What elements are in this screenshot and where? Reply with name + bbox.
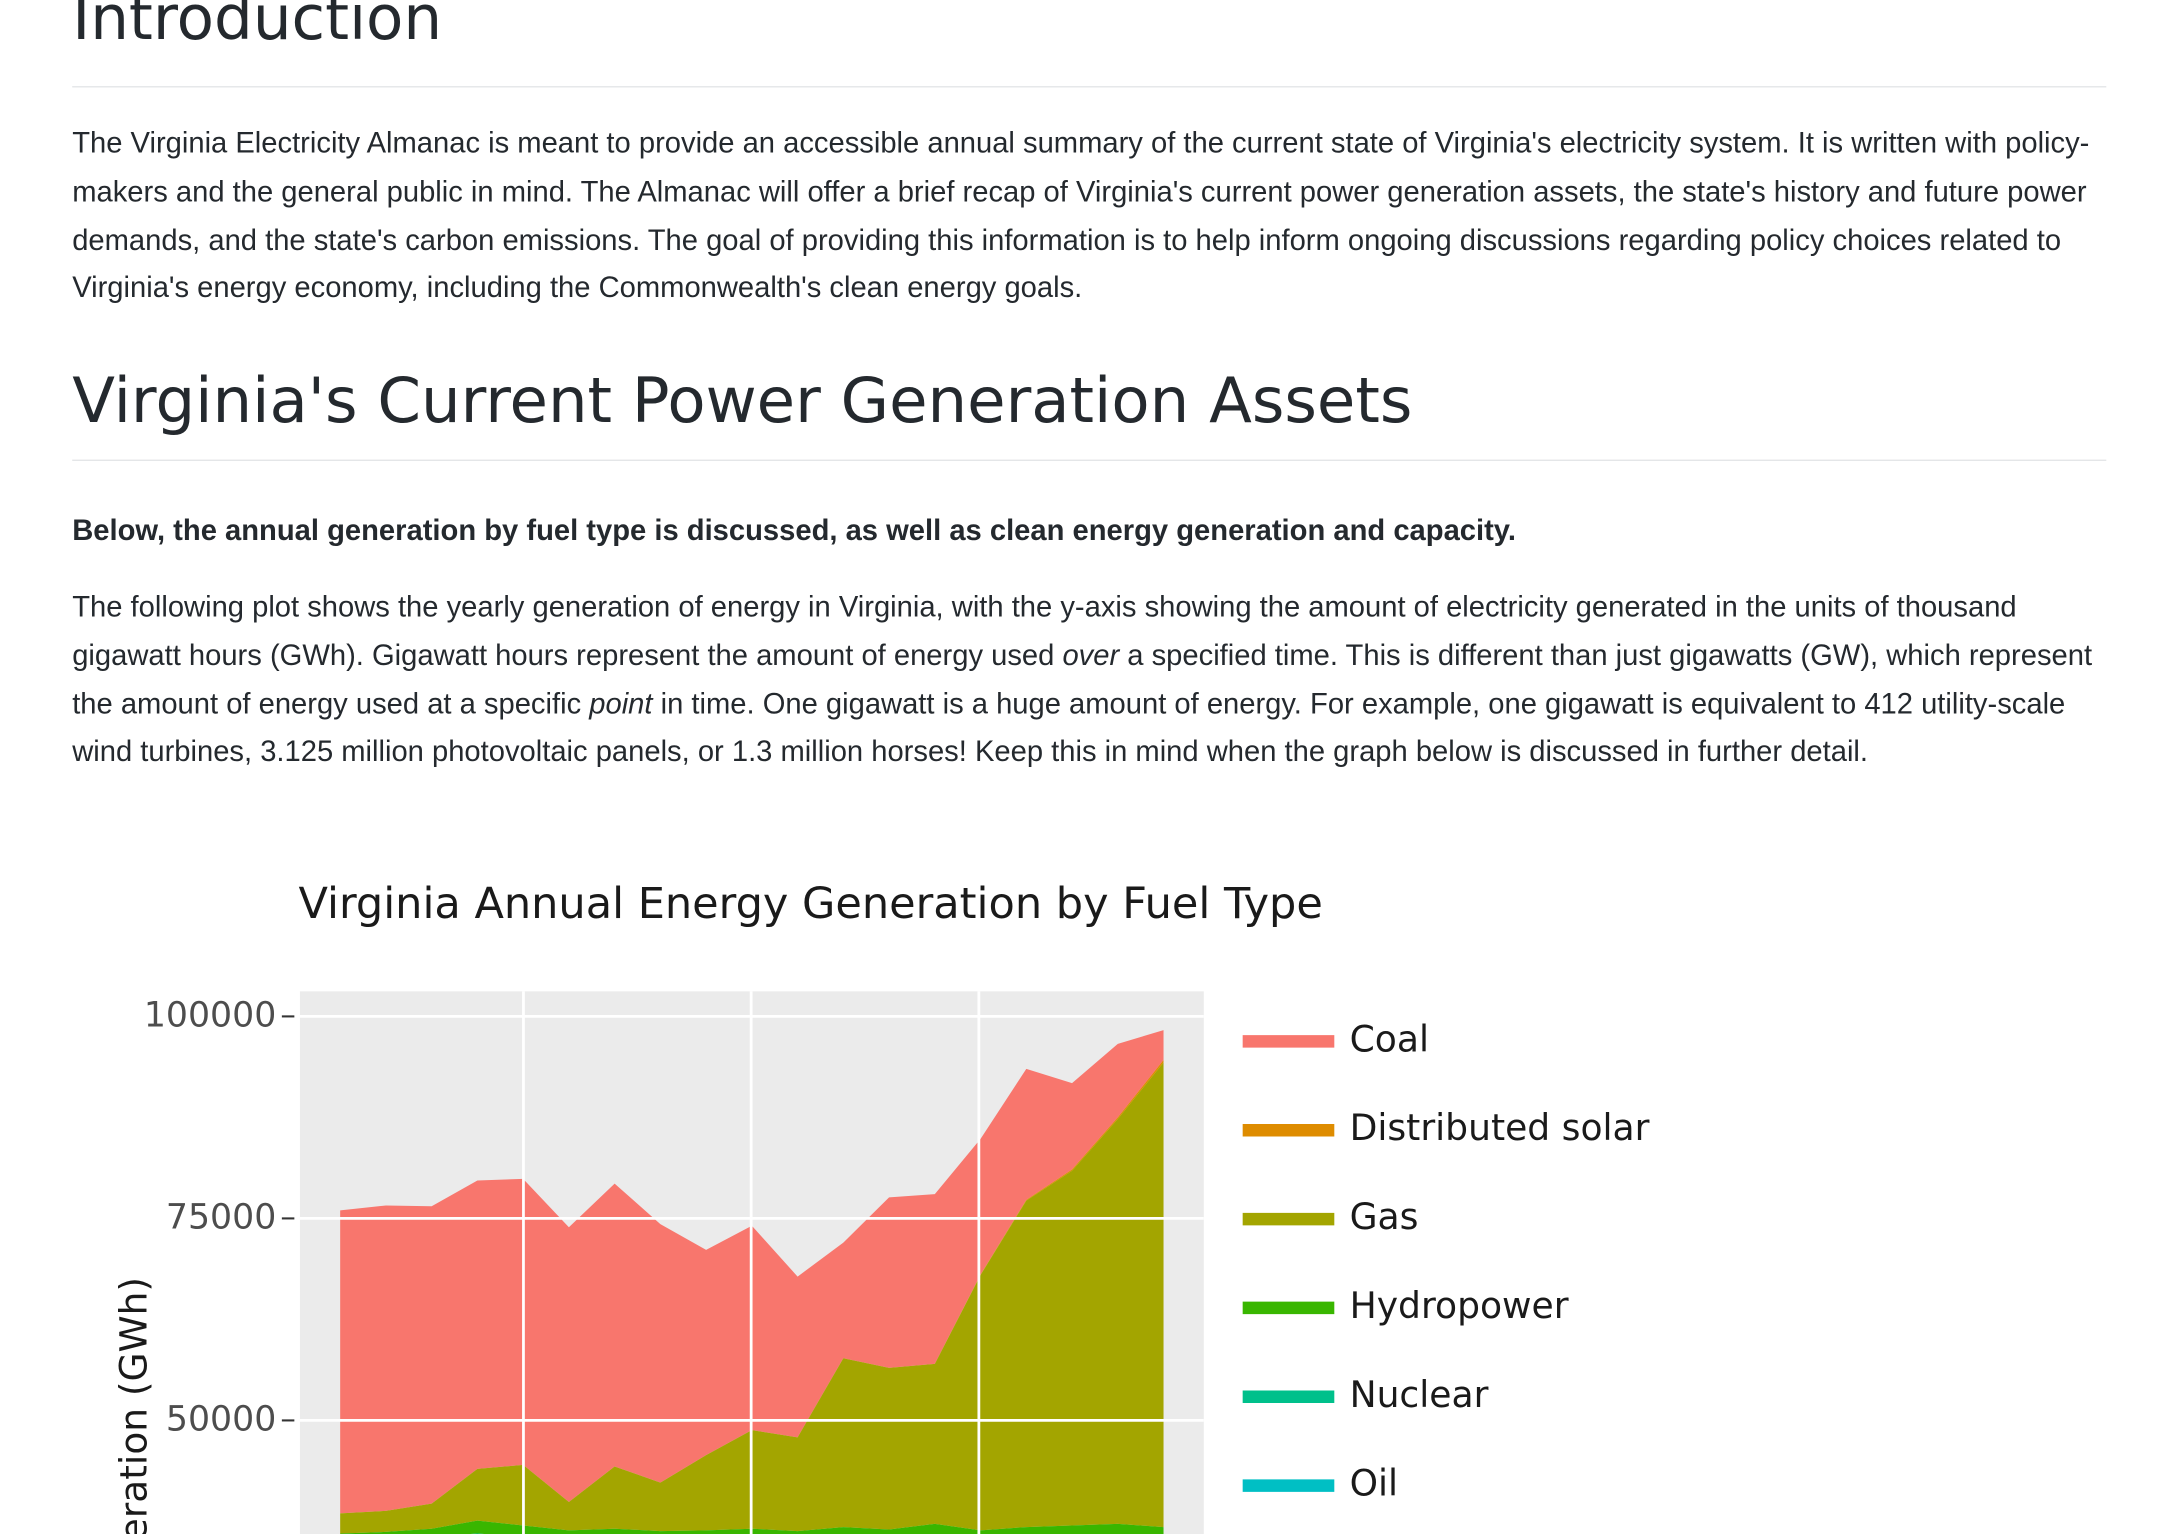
assets-lead: Below, the annual generation by fuel typ… [72, 515, 1516, 548]
text: The following plot shows the yearly gene… [72, 591, 2017, 672]
y-tick-label: 50000 [166, 1399, 276, 1439]
heading-rule [72, 459, 2107, 461]
area [340, 1062, 1164, 1534]
intro-paragraph: The Virginia Electricity Almanac is mean… [72, 127, 2090, 305]
legend-label: Coal [1350, 1018, 1429, 1060]
emphasis: point [589, 688, 653, 721]
assets-paragraph: The following plot shows the yearly gene… [72, 585, 2113, 778]
assets-heading: Virginia's Current Power Generation Asse… [72, 363, 1413, 438]
y-axis-label: eration (GWh) [112, 1277, 156, 1534]
text: in time. One gigawatt is a huge amount o… [72, 688, 2066, 769]
legend-label: Oil [1350, 1463, 1398, 1505]
heading-rule [72, 86, 2107, 88]
legend-label: Distributed solar [1350, 1107, 1650, 1149]
legend-label: Nuclear [1350, 1374, 1489, 1416]
chart-title: Virginia Annual Energy Generation by Fue… [299, 879, 1323, 929]
text: a specified time. This is different than… [72, 639, 2093, 721]
legend-label: Hydropower [1350, 1285, 1569, 1327]
y-tick-label: 75000 [166, 1197, 276, 1237]
legend-label: Gas [1350, 1196, 1419, 1238]
intro-heading: Introduction [72, 0, 443, 55]
x-grid [299, 991, 1204, 1534]
y-tick-label: 100000 [144, 995, 276, 1035]
area [340, 1520, 1164, 1534]
emphasis: over [1062, 639, 1120, 672]
